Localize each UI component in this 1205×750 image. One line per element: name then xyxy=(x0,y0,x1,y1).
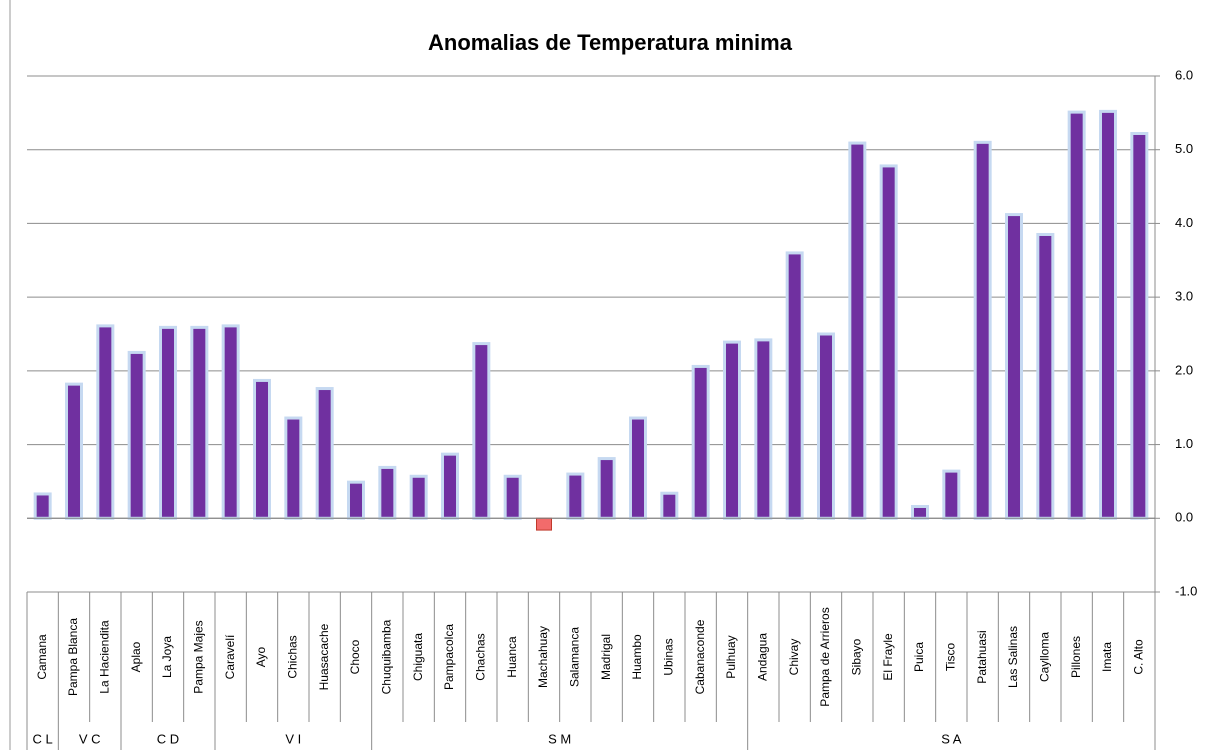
bar xyxy=(723,340,741,520)
y-tick-label: 6.0 xyxy=(1175,67,1193,82)
bar xyxy=(441,452,459,520)
bar xyxy=(96,324,115,520)
group-label: S A xyxy=(941,731,962,746)
bar xyxy=(597,457,616,520)
y-tick-label: 4.0 xyxy=(1175,215,1193,230)
bar xyxy=(253,378,271,520)
y-tick-label: 1.0 xyxy=(1175,436,1193,451)
x-tick-label: Imata xyxy=(1100,642,1114,672)
bar xyxy=(315,387,334,520)
bar xyxy=(754,338,773,520)
x-tick-label: Chiguata xyxy=(411,633,425,681)
bar xyxy=(33,492,52,520)
bar xyxy=(378,465,397,520)
bar xyxy=(942,469,961,520)
bar xyxy=(1130,131,1149,520)
x-tick-label: Sibayo xyxy=(850,638,864,675)
bar xyxy=(629,416,647,520)
x-tick-label: Salamanca xyxy=(568,627,582,687)
x-tick-label: Pillones xyxy=(1069,636,1083,678)
x-tick-label: Andagua xyxy=(756,633,770,681)
x-tick-label: Chachas xyxy=(474,633,488,680)
x-tick-label: La Joya xyxy=(160,636,174,678)
bar xyxy=(1036,232,1055,520)
chart-title: Anomalias de Temperatura minima xyxy=(428,30,793,55)
bar xyxy=(1099,109,1117,520)
x-tick-label: Madrigal xyxy=(599,634,613,680)
x-tick-label: Huasacache xyxy=(317,623,331,690)
x-tick-label: Chuquibamba xyxy=(380,619,394,694)
bar xyxy=(347,480,365,520)
x-tick-label: Camana xyxy=(35,634,49,680)
group-label: C L xyxy=(33,731,53,746)
bar xyxy=(1067,110,1086,520)
bar xyxy=(159,325,177,520)
x-tick-label: Caylloma xyxy=(1038,632,1052,682)
x-tick-label: Las Salinas xyxy=(1006,626,1020,688)
x-tick-label: Ayo xyxy=(254,646,268,667)
x-tick-label: Chivay xyxy=(787,639,801,676)
group-label: C D xyxy=(157,731,179,746)
x-tick-label: Ubinas xyxy=(662,638,676,675)
bar xyxy=(472,342,491,520)
group-label: V C xyxy=(79,731,101,746)
bar xyxy=(660,491,679,520)
bar xyxy=(817,332,835,520)
bar xyxy=(879,164,898,520)
x-tick-label: El Frayle xyxy=(881,633,895,681)
x-tick-label: Puica xyxy=(912,642,926,672)
x-tick-label: Pampacolca xyxy=(442,624,456,690)
y-tick-label: -1.0 xyxy=(1175,583,1197,598)
y-tick-label: 3.0 xyxy=(1175,289,1193,304)
bar xyxy=(503,474,522,520)
y-tick-label: 5.0 xyxy=(1175,141,1193,156)
bar xyxy=(911,504,929,520)
x-tick-label: La Haciendita xyxy=(98,620,112,694)
x-tick-label: Huambo xyxy=(630,634,644,680)
x-tick-label: Pampa de Arrieros xyxy=(818,607,832,706)
x-tick-label: Aplao xyxy=(129,641,143,672)
group-label: V I xyxy=(285,731,301,746)
x-tick-label: Caravelí xyxy=(223,634,237,679)
x-tick-label: Chichas xyxy=(286,635,300,678)
x-tick-label: Machahuay xyxy=(536,626,550,688)
x-tick-label: Pampa Blanca xyxy=(66,618,80,696)
bar xyxy=(1005,213,1023,520)
bar xyxy=(973,140,992,520)
y-tick-label: 0.0 xyxy=(1175,510,1193,525)
bar xyxy=(221,324,240,520)
bar xyxy=(691,364,710,520)
bar xyxy=(284,416,303,520)
bar xyxy=(190,325,209,520)
x-tick-label: C. Alto xyxy=(1132,639,1146,675)
x-tick-label: Pampa Majes xyxy=(192,620,206,693)
bar xyxy=(566,472,585,520)
x-tick-label: Pulhuay xyxy=(724,635,738,678)
bar xyxy=(409,474,428,520)
bar xyxy=(848,141,867,520)
group-label: S M xyxy=(548,731,571,746)
x-tick-label: Choco xyxy=(348,639,362,674)
bar xyxy=(785,251,804,520)
bar xyxy=(127,350,146,520)
x-tick-label: Cabanaconde xyxy=(693,619,707,694)
bar xyxy=(536,517,552,531)
x-tick-label: Patahuasi xyxy=(975,630,989,683)
x-tick-label: Tisco xyxy=(944,643,958,672)
bar xyxy=(65,382,83,520)
x-tick-label: Huanca xyxy=(505,636,519,678)
y-tick-label: 2.0 xyxy=(1175,362,1193,377)
